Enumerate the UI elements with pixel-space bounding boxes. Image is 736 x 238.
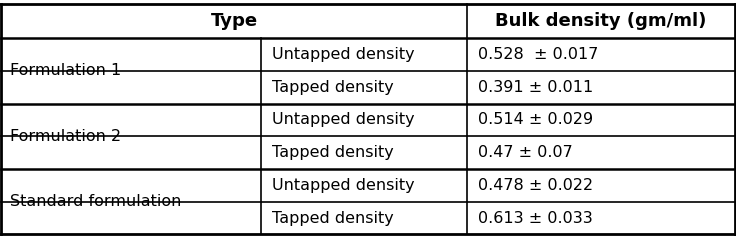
- Text: Formulation 2: Formulation 2: [10, 129, 121, 144]
- Text: Untapped density: Untapped density: [272, 112, 415, 127]
- Text: Type: Type: [210, 12, 258, 30]
- Text: Untapped density: Untapped density: [272, 47, 415, 62]
- Text: Tapped density: Tapped density: [272, 145, 394, 160]
- Text: 0.528  ± 0.017: 0.528 ± 0.017: [478, 47, 599, 62]
- Bar: [1, 4, 735, 38]
- Text: Formulation 1: Formulation 1: [10, 63, 121, 78]
- Text: 0.613 ± 0.033: 0.613 ± 0.033: [478, 211, 593, 226]
- Text: Bulk density (gm/ml): Bulk density (gm/ml): [495, 12, 707, 30]
- Text: 0.478 ± 0.022: 0.478 ± 0.022: [478, 178, 593, 193]
- Text: 0.47 ± 0.07: 0.47 ± 0.07: [478, 145, 573, 160]
- Text: 0.391 ± 0.011: 0.391 ± 0.011: [478, 80, 594, 95]
- Text: Standard formulation: Standard formulation: [10, 194, 182, 209]
- Text: 0.514 ± 0.029: 0.514 ± 0.029: [478, 112, 593, 127]
- Text: Untapped density: Untapped density: [272, 178, 415, 193]
- Text: Tapped density: Tapped density: [272, 80, 394, 95]
- Text: Tapped density: Tapped density: [272, 211, 394, 226]
